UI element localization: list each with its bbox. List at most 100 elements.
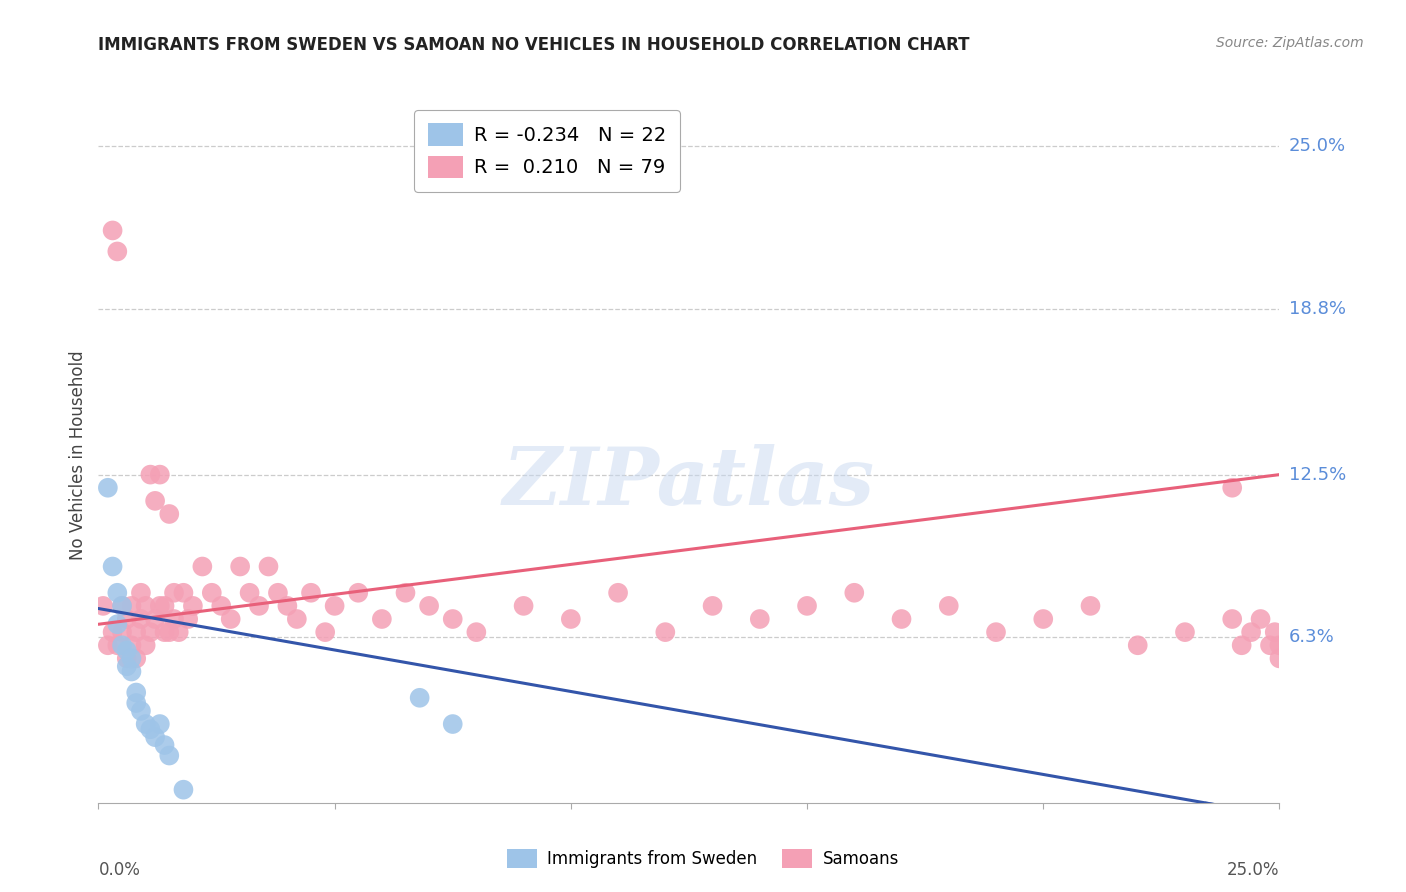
Point bbox=[1174, 625, 1197, 640]
Point bbox=[111, 638, 134, 652]
Point bbox=[702, 599, 724, 613]
Point bbox=[101, 625, 124, 640]
Point bbox=[239, 586, 262, 600]
Point bbox=[129, 612, 152, 626]
Point bbox=[105, 617, 128, 632]
Text: 18.8%: 18.8% bbox=[1289, 301, 1346, 318]
Point bbox=[129, 586, 152, 600]
Point bbox=[125, 696, 148, 710]
Point bbox=[115, 612, 138, 626]
Point bbox=[219, 612, 242, 626]
Point bbox=[105, 638, 128, 652]
Point bbox=[105, 244, 128, 259]
Point bbox=[121, 651, 143, 665]
Point bbox=[157, 625, 180, 640]
Point bbox=[157, 507, 180, 521]
Point bbox=[1032, 612, 1054, 626]
Legend: Immigrants from Sweden, Samoans: Immigrants from Sweden, Samoans bbox=[501, 842, 905, 875]
Point bbox=[276, 599, 298, 613]
Point bbox=[607, 586, 630, 600]
Point bbox=[512, 599, 534, 613]
Point bbox=[139, 625, 162, 640]
Point bbox=[125, 685, 148, 699]
Point bbox=[465, 625, 488, 640]
Point bbox=[101, 223, 124, 237]
Text: 25.0%: 25.0% bbox=[1227, 861, 1279, 879]
Point bbox=[115, 659, 138, 673]
Point bbox=[654, 625, 676, 640]
Point bbox=[257, 559, 280, 574]
Point bbox=[408, 690, 430, 705]
Point bbox=[748, 612, 770, 626]
Point bbox=[181, 599, 204, 613]
Point bbox=[1250, 612, 1272, 626]
Point bbox=[115, 643, 138, 657]
Point bbox=[129, 704, 152, 718]
Legend: R = -0.234   N = 22, R =  0.210   N = 79: R = -0.234 N = 22, R = 0.210 N = 79 bbox=[415, 110, 681, 192]
Point bbox=[984, 625, 1007, 640]
Point bbox=[1220, 612, 1243, 626]
Point bbox=[111, 599, 134, 613]
Point bbox=[1258, 638, 1281, 652]
Point bbox=[101, 559, 124, 574]
Point bbox=[121, 665, 143, 679]
Point bbox=[191, 559, 214, 574]
Point bbox=[135, 638, 157, 652]
Point bbox=[121, 638, 143, 652]
Point bbox=[157, 748, 180, 763]
Point bbox=[135, 599, 157, 613]
Point bbox=[143, 612, 166, 626]
Point bbox=[153, 625, 176, 640]
Y-axis label: No Vehicles in Household: No Vehicles in Household bbox=[69, 350, 87, 560]
Point bbox=[1080, 599, 1102, 613]
Point bbox=[890, 612, 912, 626]
Point bbox=[1126, 638, 1149, 652]
Text: IMMIGRANTS FROM SWEDEN VS SAMOAN NO VEHICLES IN HOUSEHOLD CORRELATION CHART: IMMIGRANTS FROM SWEDEN VS SAMOAN NO VEHI… bbox=[98, 36, 970, 54]
Point bbox=[97, 638, 120, 652]
Point bbox=[172, 586, 194, 600]
Point bbox=[139, 723, 162, 737]
Point bbox=[125, 651, 148, 665]
Point bbox=[347, 586, 370, 600]
Point bbox=[167, 625, 190, 640]
Point bbox=[441, 612, 464, 626]
Point bbox=[209, 599, 232, 613]
Point bbox=[149, 717, 172, 731]
Point bbox=[314, 625, 336, 640]
Point bbox=[163, 612, 186, 626]
Point bbox=[1268, 651, 1291, 665]
Point bbox=[121, 599, 143, 613]
Point bbox=[97, 481, 120, 495]
Point bbox=[796, 599, 818, 613]
Point bbox=[394, 586, 416, 600]
Point bbox=[844, 586, 866, 600]
Point bbox=[418, 599, 440, 613]
Point bbox=[201, 586, 224, 600]
Point bbox=[143, 494, 166, 508]
Point bbox=[267, 586, 290, 600]
Point bbox=[139, 467, 162, 482]
Point bbox=[125, 625, 148, 640]
Point bbox=[938, 599, 960, 613]
Point bbox=[135, 717, 157, 731]
Point bbox=[105, 586, 128, 600]
Point bbox=[1220, 481, 1243, 495]
Text: ZIPatlas: ZIPatlas bbox=[503, 444, 875, 522]
Text: Source: ZipAtlas.com: Source: ZipAtlas.com bbox=[1216, 36, 1364, 50]
Point bbox=[153, 599, 176, 613]
Point bbox=[1230, 638, 1253, 652]
Point bbox=[1240, 625, 1263, 640]
Point bbox=[149, 599, 172, 613]
Point bbox=[323, 599, 346, 613]
Point bbox=[177, 612, 200, 626]
Point bbox=[1264, 625, 1286, 640]
Text: 0.0%: 0.0% bbox=[98, 861, 141, 879]
Point bbox=[441, 717, 464, 731]
Point bbox=[285, 612, 308, 626]
Point bbox=[299, 586, 322, 600]
Text: 6.3%: 6.3% bbox=[1289, 628, 1334, 647]
Point bbox=[172, 782, 194, 797]
Point bbox=[111, 625, 134, 640]
Point bbox=[229, 559, 252, 574]
Point bbox=[91, 599, 114, 613]
